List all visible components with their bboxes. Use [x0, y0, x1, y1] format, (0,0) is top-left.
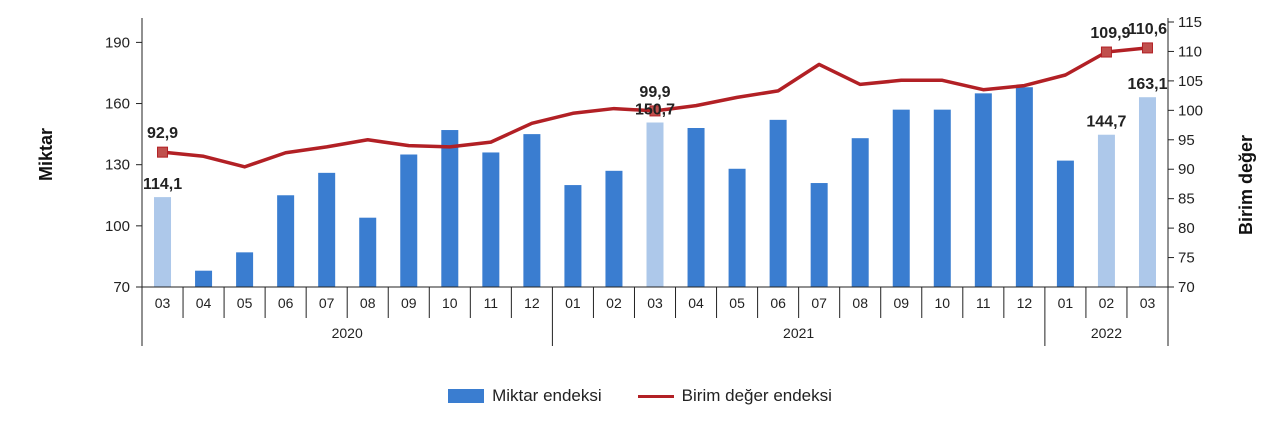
category-label: 08 — [852, 295, 868, 311]
bar — [687, 128, 705, 287]
right-tick-label: 105 — [1178, 73, 1203, 90]
right-tick-label: 115 — [1178, 14, 1202, 31]
left-tick-label: 130 — [105, 157, 130, 174]
bar — [810, 183, 828, 287]
bar-data-label: 114,1 — [143, 176, 182, 193]
category-label: 02 — [1099, 295, 1115, 311]
category-label: 11 — [484, 295, 499, 311]
year-label: 2021 — [783, 325, 814, 341]
right-tick-label: 80 — [1178, 220, 1195, 237]
bar — [933, 109, 951, 288]
category-label: 05 — [237, 295, 253, 311]
line-marker — [157, 146, 169, 158]
line-data-label: 110,6 — [1128, 21, 1167, 38]
bar — [605, 170, 623, 287]
bar-data-label: 150,7 — [635, 101, 675, 118]
line-marker — [1100, 46, 1112, 58]
bar — [1015, 87, 1033, 287]
category-label: 03 — [155, 295, 171, 311]
category-label: 12 — [1017, 295, 1033, 311]
bar — [892, 109, 910, 288]
right-tick-label: 95 — [1178, 132, 1195, 149]
bar — [564, 185, 582, 287]
category-label: 06 — [278, 295, 294, 311]
chart: 70100130160190707580859095100105110115Mi… — [36, 14, 1256, 346]
bar — [277, 195, 295, 287]
left-tick-label: 70 — [113, 279, 130, 296]
category-label: 07 — [811, 295, 827, 311]
line-data-label: 92,9 — [147, 125, 178, 142]
bar — [1056, 160, 1074, 287]
category-label: 09 — [401, 295, 417, 311]
category-label: 07 — [319, 295, 335, 311]
legend-item-birim: Birim değer endeksi — [637, 386, 832, 406]
category-label: 02 — [606, 295, 622, 311]
bar — [441, 130, 459, 287]
right-tick-label: 100 — [1178, 102, 1203, 119]
category-label: 05 — [729, 295, 745, 311]
right-tick-label: 110 — [1178, 43, 1202, 60]
category-label: 01 — [565, 295, 581, 311]
bar — [154, 197, 172, 287]
bar — [195, 270, 213, 287]
category-label: 12 — [524, 295, 540, 311]
year-label: 2020 — [332, 325, 363, 341]
legend-label-miktar: Miktar endeksi — [492, 386, 602, 405]
legend-swatch-bar — [448, 389, 485, 403]
left-axis-title: Miktar — [36, 128, 56, 181]
left-tick-label: 160 — [105, 96, 130, 113]
category-label: 08 — [360, 295, 376, 311]
legend-label-birim: Birim değer endeksi — [681, 386, 832, 405]
category-label: 06 — [770, 295, 786, 311]
bar — [400, 154, 418, 287]
legend-item-miktar: Miktar endeksi — [448, 386, 602, 406]
category-label: 10 — [442, 295, 458, 311]
bar-data-label: 144,7 — [1086, 114, 1126, 131]
bar — [318, 172, 336, 287]
left-tick-label: 100 — [105, 218, 130, 235]
bar — [482, 152, 500, 287]
bar — [728, 168, 746, 287]
bar — [523, 134, 541, 287]
right-tick-label: 70 — [1178, 279, 1195, 296]
bar — [1138, 97, 1156, 287]
bar — [1097, 134, 1115, 287]
year-label: 2022 — [1091, 325, 1122, 341]
right-tick-label: 85 — [1178, 191, 1195, 208]
category-label: 04 — [196, 295, 212, 311]
bar-data-label: 163,1 — [1127, 76, 1167, 93]
line-data-label: 99,9 — [639, 84, 670, 101]
category-label: 03 — [1140, 295, 1156, 311]
right-tick-label: 75 — [1178, 250, 1195, 267]
legend-swatch-line — [637, 394, 674, 398]
bar — [646, 122, 664, 287]
category-label: 09 — [893, 295, 909, 311]
bar — [974, 93, 992, 287]
bar — [851, 138, 869, 287]
category-label: 01 — [1058, 295, 1074, 311]
category-label: 11 — [976, 295, 991, 311]
line-data-label: 109,9 — [1090, 25, 1130, 42]
category-label: 03 — [647, 295, 663, 311]
right-axis-title: Birim değer — [1236, 135, 1256, 235]
line-marker — [649, 105, 661, 117]
category-label: 04 — [688, 295, 704, 311]
bar — [769, 119, 787, 287]
line-marker — [1141, 42, 1153, 54]
legend: Miktar endeksi Birim değer endeksi — [0, 384, 1280, 408]
bar — [236, 252, 254, 287]
bar — [359, 217, 377, 287]
left-tick-label: 190 — [105, 34, 130, 51]
right-tick-label: 90 — [1178, 161, 1195, 178]
category-label: 10 — [934, 295, 950, 311]
